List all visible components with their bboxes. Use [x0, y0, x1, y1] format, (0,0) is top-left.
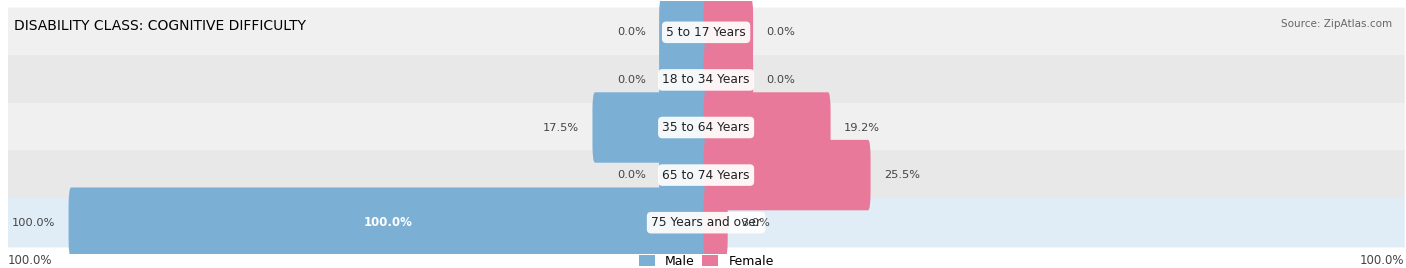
Text: 19.2%: 19.2%	[844, 122, 880, 132]
Text: Source: ZipAtlas.com: Source: ZipAtlas.com	[1281, 19, 1392, 29]
FancyBboxPatch shape	[7, 150, 1405, 200]
Text: 75 Years and over: 75 Years and over	[651, 216, 761, 229]
Text: 18 to 34 Years: 18 to 34 Years	[662, 73, 749, 86]
Text: 5 to 17 Years: 5 to 17 Years	[666, 26, 747, 39]
Text: 100.0%: 100.0%	[1360, 254, 1405, 267]
Text: 0.0%: 0.0%	[617, 170, 645, 180]
Text: DISABILITY CLASS: COGNITIVE DIFFICULTY: DISABILITY CLASS: COGNITIVE DIFFICULTY	[14, 19, 307, 33]
FancyBboxPatch shape	[703, 45, 754, 115]
FancyBboxPatch shape	[703, 140, 870, 210]
FancyBboxPatch shape	[7, 198, 1405, 247]
Text: 0.0%: 0.0%	[617, 27, 645, 37]
Text: 100.0%: 100.0%	[11, 218, 55, 228]
Text: 0.0%: 0.0%	[766, 27, 796, 37]
Text: 0.0%: 0.0%	[617, 75, 645, 85]
FancyBboxPatch shape	[7, 8, 1405, 57]
Text: 0.0%: 0.0%	[766, 75, 796, 85]
FancyBboxPatch shape	[592, 92, 709, 163]
FancyBboxPatch shape	[659, 140, 709, 210]
FancyBboxPatch shape	[703, 92, 831, 163]
Text: 17.5%: 17.5%	[543, 122, 579, 132]
Text: 100.0%: 100.0%	[7, 254, 52, 267]
FancyBboxPatch shape	[69, 187, 709, 258]
FancyBboxPatch shape	[659, 0, 709, 68]
FancyBboxPatch shape	[659, 45, 709, 115]
Text: 100.0%: 100.0%	[364, 216, 413, 229]
Text: 25.5%: 25.5%	[884, 170, 920, 180]
FancyBboxPatch shape	[703, 0, 754, 68]
Text: 3.0%: 3.0%	[741, 218, 770, 228]
Text: 65 to 74 Years: 65 to 74 Years	[662, 169, 749, 182]
FancyBboxPatch shape	[7, 55, 1405, 105]
Text: 35 to 64 Years: 35 to 64 Years	[662, 121, 749, 134]
FancyBboxPatch shape	[7, 103, 1405, 152]
Legend: Male, Female: Male, Female	[638, 255, 773, 267]
FancyBboxPatch shape	[703, 187, 728, 258]
